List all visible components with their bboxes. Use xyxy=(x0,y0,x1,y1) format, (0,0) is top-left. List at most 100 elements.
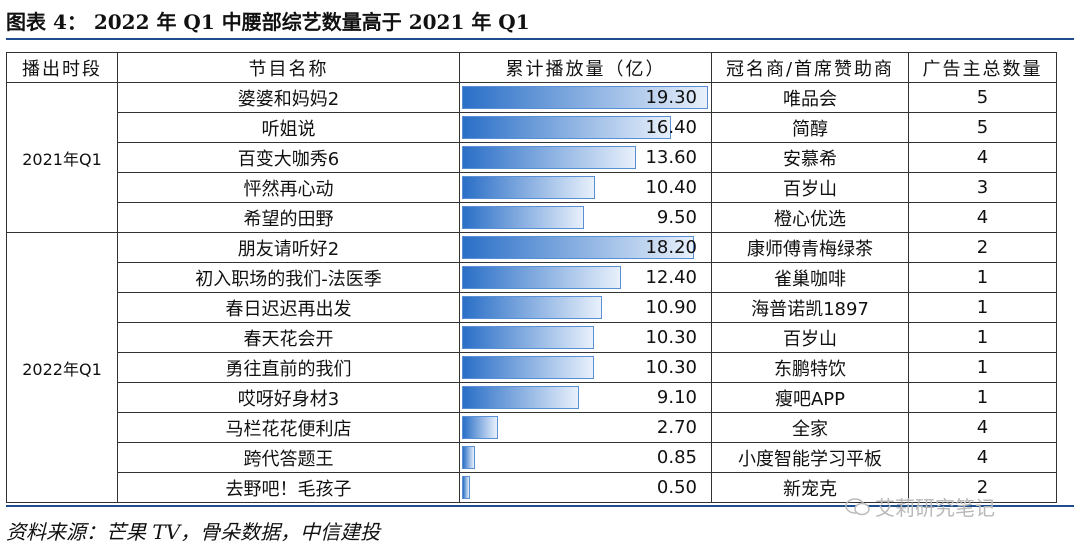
views-bar xyxy=(462,476,471,499)
table-row: 春天花会开 10.30 百岁山 1 xyxy=(7,322,1057,353)
views-bar xyxy=(462,176,596,199)
table-row: 听姐说 16.40 简醇 5 xyxy=(7,112,1057,143)
figure-title: 图表 4： 2022 年 Q1 中腰部综艺数量高于 2021 年 Q1 xyxy=(6,10,530,34)
sponsor-cell: 全家 xyxy=(711,412,909,443)
advertiser-count-cell: 3 xyxy=(908,172,1057,203)
watermark: 艾莉研究笔记 xyxy=(845,492,995,521)
advertiser-count-cell: 4 xyxy=(908,202,1057,233)
advertiser-count-cell: 1 xyxy=(908,352,1057,383)
bottom-rule xyxy=(6,505,1074,507)
sponsor-cell: 小度智能学习平板 xyxy=(711,442,909,473)
show-name-cell: 婆婆和妈妈2 xyxy=(117,82,460,113)
views-bar xyxy=(462,236,695,259)
views-value: 10.30 xyxy=(645,327,697,348)
views-bar xyxy=(462,356,595,379)
views-cell: 13.60 xyxy=(459,142,712,173)
views-value: 10.40 xyxy=(645,177,697,198)
header-advertiser-count: 广告主总数量 xyxy=(908,52,1057,83)
advertiser-count-cell: 4 xyxy=(908,412,1057,443)
sponsor-cell: 瘦吧APP xyxy=(711,382,909,413)
sponsor-cell: 简醇 xyxy=(711,112,909,143)
header-show-name: 节目名称 xyxy=(117,52,460,83)
views-bar xyxy=(462,386,580,409)
views-bar xyxy=(462,326,595,349)
views-cell: 9.50 xyxy=(459,202,712,233)
views-value: 10.90 xyxy=(645,297,697,318)
views-value: 18.20 xyxy=(645,237,697,258)
sponsor-cell: 百岁山 xyxy=(711,172,909,203)
period-cell: 2022年Q1 xyxy=(6,232,118,503)
show-name-cell: 马栏花花便利店 xyxy=(117,412,460,443)
show-name-cell: 朋友请听好2 xyxy=(117,232,460,263)
views-cell: 10.40 xyxy=(459,172,712,203)
table-row: 2022年Q1 朋友请听好2 18.20 康师傅青梅绿茶 2 xyxy=(6,232,1057,503)
table-row: 怦然再心动 10.40 百岁山 3 xyxy=(7,172,1057,203)
advertiser-count-cell: 5 xyxy=(908,112,1057,143)
sponsor-cell: 东鹏特饮 xyxy=(711,352,909,383)
views-bar xyxy=(462,416,499,439)
views-cell: 10.30 xyxy=(459,322,712,353)
table-row: 初入职场的我们-法医季 12.40 雀巢咖啡 1 xyxy=(7,262,1057,293)
advertiser-count-cell: 2 xyxy=(908,472,1057,503)
views-bar xyxy=(462,86,708,109)
views-value: 9.50 xyxy=(656,207,697,228)
views-cell: 10.90 xyxy=(459,292,712,323)
views-bar xyxy=(462,266,621,289)
views-value: 9.10 xyxy=(656,387,697,408)
sponsor-cell: 百岁山 xyxy=(711,322,909,353)
table-row: 哎呀好身材3 9.10 瘦吧APP 1 xyxy=(7,382,1057,413)
sponsor-cell: 橙心优选 xyxy=(711,202,909,233)
table-row: 勇往直前的我们 10.30 东鹏特饮 1 xyxy=(7,352,1057,383)
sponsor-cell: 雀巢咖啡 xyxy=(711,262,909,293)
views-bar xyxy=(462,296,602,319)
views-cell: 0.50 xyxy=(459,472,712,503)
views-value: 12.40 xyxy=(645,267,697,288)
show-name-cell: 勇往直前的我们 xyxy=(117,352,460,383)
views-value: 19.30 xyxy=(645,87,697,108)
views-value: 0.85 xyxy=(656,447,697,468)
advertiser-count-cell: 1 xyxy=(908,292,1057,323)
show-name-cell: 听姐说 xyxy=(117,112,460,143)
views-cell: 18.20 xyxy=(459,232,712,263)
variety-show-table: 播出时段 节目名称 累计播放量（亿） 冠名商/首席赞助商 广告主总数量 2021… xyxy=(6,52,1057,503)
advertiser-count-cell: 5 xyxy=(908,82,1057,113)
views-value: 0.50 xyxy=(656,477,697,498)
show-name-cell: 怦然再心动 xyxy=(117,172,460,203)
header-sponsor: 冠名商/首席赞助商 xyxy=(711,52,909,83)
show-name-cell: 去野吧！毛孩子 xyxy=(117,472,460,503)
show-name-cell: 春日迟迟再出发 xyxy=(117,292,460,323)
views-cell: 10.30 xyxy=(459,352,712,383)
sponsor-cell: 海普诺凯1897 xyxy=(711,292,909,323)
table-row: 春日迟迟再出发 10.90 海普诺凯1897 1 xyxy=(7,292,1057,323)
watermark-text: 艾莉研究笔记 xyxy=(875,496,995,520)
views-bar xyxy=(462,206,585,229)
advertiser-count-cell: 4 xyxy=(908,142,1057,173)
show-name-cell: 跨代答题王 xyxy=(117,442,460,473)
views-bar xyxy=(462,446,475,469)
table-row: 2021年Q1 婆婆和妈妈2 19.30 唯品会 5 xyxy=(6,82,1057,233)
sponsor-cell: 安慕希 xyxy=(711,142,909,173)
show-name-cell: 哎呀好身材3 xyxy=(117,382,460,413)
views-bar xyxy=(462,146,636,169)
views-value: 2.70 xyxy=(656,417,697,438)
views-cell: 0.85 xyxy=(459,442,712,473)
views-cell: 19.30 xyxy=(459,82,712,113)
table-body: 2021年Q1 婆婆和妈妈2 19.30 唯品会 5 听姐说 16.40 简醇 5 百变大咖秀6 1… xyxy=(6,82,1057,503)
advertiser-count-cell: 1 xyxy=(908,382,1057,413)
advertiser-count-cell: 2 xyxy=(908,232,1057,263)
top-rule xyxy=(6,38,1074,40)
table-row: 去野吧！毛孩子 0.50 新宠克 2 xyxy=(7,472,1057,503)
header-period: 播出时段 xyxy=(6,52,118,83)
views-bar xyxy=(462,116,672,139)
show-name-cell: 初入职场的我们-法医季 xyxy=(117,262,460,293)
table-row: 马栏花花便利店 2.70 全家 4 xyxy=(7,412,1057,443)
wechat-icon xyxy=(845,497,870,515)
sponsor-cell: 新宠克 xyxy=(711,472,909,503)
period-cell: 2021年Q1 xyxy=(6,82,118,233)
advertiser-count-cell: 4 xyxy=(908,442,1057,473)
table-row: 希望的田野 9.50 橙心优选 4 xyxy=(7,202,1057,233)
table-row: 百变大咖秀6 13.60 安慕希 4 xyxy=(7,142,1057,173)
advertiser-count-cell: 1 xyxy=(908,262,1057,293)
sponsor-cell: 康师傅青梅绿茶 xyxy=(711,232,909,263)
sponsor-cell: 唯品会 xyxy=(711,82,909,113)
